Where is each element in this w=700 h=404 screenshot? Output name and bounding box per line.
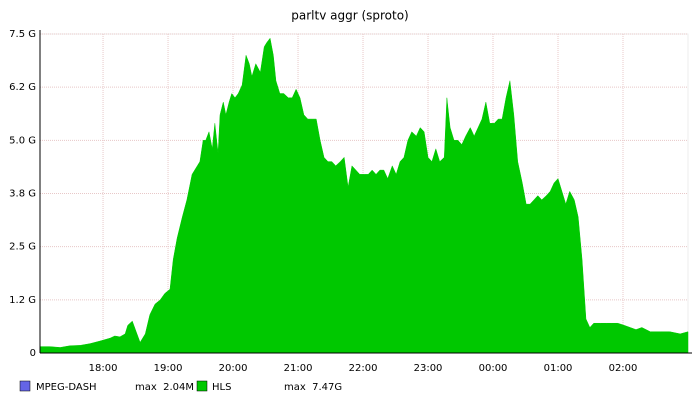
x-tick-label: 21:00 <box>284 363 313 374</box>
y-tick-label: 5.0 G <box>9 135 36 146</box>
y-tick-label: 7.5 G <box>9 29 36 40</box>
legend-swatch <box>196 380 208 392</box>
x-tick-label: 23:00 <box>414 363 443 374</box>
legend-swatch <box>19 380 31 392</box>
area <box>39 37 689 354</box>
y-tick-label: 2.5 G <box>9 242 36 253</box>
y-tick-label: 6.2 G <box>9 82 36 93</box>
y-tick-label: 1.2 G <box>9 295 36 306</box>
legend-label: MPEG-DASH <box>36 382 97 393</box>
legend-max: max 2.04M <box>135 382 194 393</box>
x-tick-label: 01:00 <box>544 363 573 374</box>
x-tick-label: 18:00 <box>89 363 118 374</box>
x-tick-label: 19:00 <box>154 363 183 374</box>
legend-max: max 7.47G <box>284 382 342 393</box>
x-tick-label: 22:00 <box>349 363 378 374</box>
x-tick-label: 02:00 <box>609 363 638 374</box>
y-tick-label: 3.8 G <box>9 189 36 200</box>
x-tick-label: 20:00 <box>219 363 248 374</box>
chart-title: parltv aggr (sproto) <box>291 9 409 23</box>
y-tick-label: 0 <box>30 348 36 359</box>
legend-label: HLS <box>212 382 231 393</box>
x-tick-label: 00:00 <box>479 363 508 374</box>
